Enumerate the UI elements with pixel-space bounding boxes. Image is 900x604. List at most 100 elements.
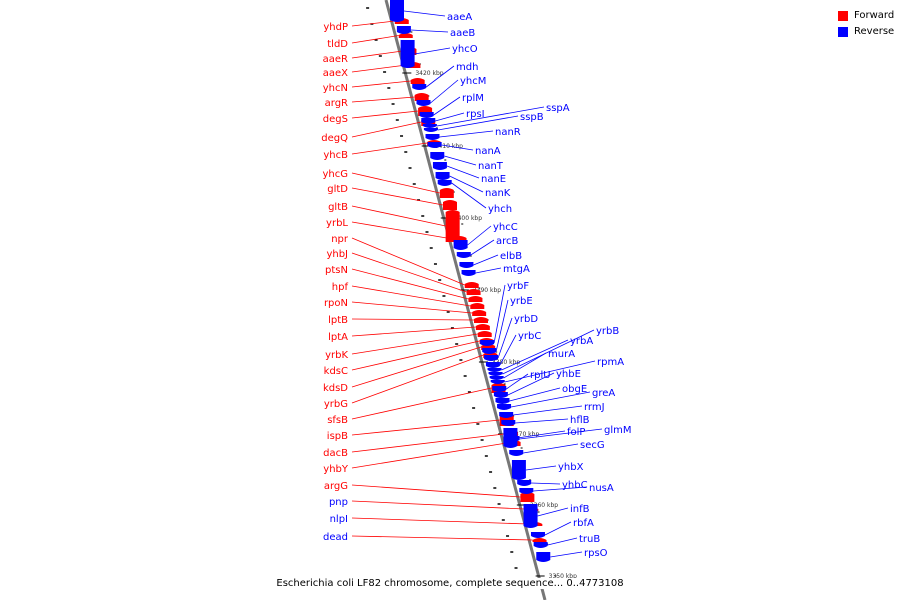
forward-gene-feature: [464, 282, 479, 288]
reverse-gene-label: yrbE: [510, 296, 533, 307]
reverse-gene-label: rpmA: [597, 357, 624, 368]
reverse-gene-feature: [530, 532, 545, 538]
reverse-gene-feature: [422, 124, 437, 128]
legend: Forward Reverse: [838, 8, 898, 40]
reverse-gene-connector: [547, 537, 578, 546]
forward-gene-connector: [351, 500, 525, 510]
forward-gene-connector: [351, 442, 507, 469]
forward-gene-connector: [351, 301, 473, 314]
forward-gene-connector: [351, 326, 476, 337]
reverse-gene-connector: [504, 360, 596, 383]
forward-gene-connector: [351, 433, 504, 453]
forward-gene-label: dead: [323, 532, 348, 543]
reverse-gene-feature: [489, 376, 504, 380]
reverse-gene-connector: [550, 551, 583, 558]
reverse-gene-connector: [507, 372, 555, 396]
forward-gene-label: yhbJ: [326, 249, 348, 260]
reverse-gene-label: yhcM: [460, 76, 486, 87]
reverse-gene-connector: [537, 507, 569, 517]
forward-gene-feature: [477, 331, 492, 337]
kbp-tick-label: 3380 kbp: [492, 359, 520, 366]
forward-gene-feature: [443, 200, 457, 210]
kbp-tick-label: 3360 kbp: [530, 502, 558, 509]
forward-gene-feature: [532, 538, 547, 542]
reverse-gene-label: yrbC: [518, 331, 541, 342]
forward-gene-connector: [351, 517, 529, 525]
forward-gene-feature: [475, 324, 490, 330]
reverse-gene-connector: [533, 486, 588, 492]
forward-gene-connector: [351, 252, 467, 293]
forward-gene-label: dacB: [323, 448, 348, 459]
reverse-gene-feature: [425, 134, 440, 140]
reverse-gene-label: secG: [580, 440, 605, 451]
reverse-gene-feature: [488, 372, 503, 376]
forward-gene-label: ispB: [327, 431, 348, 442]
reverse-gene-connector: [441, 144, 474, 151]
reverse-gene-label: yhch: [488, 204, 512, 215]
reverse-gene-label: yhbX: [558, 462, 584, 473]
reverse-gene-feature: [435, 172, 450, 180]
reverse-gene-feature: [490, 380, 505, 384]
forward-gene-connector: [351, 64, 407, 73]
reverse-gene-feature: [499, 412, 514, 418]
reverse-gene-feature: [485, 362, 500, 368]
reverse-gene-label: obgE: [562, 384, 587, 395]
forward-gene-connector: [351, 221, 453, 240]
reverse-gene-feature: [432, 162, 447, 170]
reverse-gene-feature: [484, 355, 499, 361]
reverse-gene-feature: [511, 460, 526, 480]
kbp-tick-label: 3350 kbp: [549, 573, 577, 580]
forward-gene-label: lptB: [328, 315, 348, 326]
reverse-gene-feature: [533, 542, 548, 548]
reverse-gene-connector: [436, 106, 545, 127]
reverse-gene-label: yhcO: [452, 44, 478, 55]
forward-gene-label: degQ: [321, 133, 348, 144]
reverse-gene-feature: [400, 40, 415, 68]
reverse-gene-connector: [437, 115, 519, 131]
reverse-gene-feature: [487, 368, 502, 372]
reverse-gene-feature: [396, 26, 411, 34]
reverse-gene-connector: [467, 225, 492, 246]
reverse-gene-label: yrbD: [514, 314, 538, 325]
forward-gene-feature: [466, 289, 481, 295]
reverse-gene-connector: [501, 339, 569, 371]
reverse-gene-feature: [416, 100, 431, 106]
reverse-gene-label: yhcC: [493, 222, 518, 233]
kbp-tick-label: 3390 kbp: [473, 287, 501, 294]
reverse-gene-label: glmM: [604, 425, 632, 436]
forward-gene-label: yhcG: [322, 169, 348, 180]
reverse-gene-label: infB: [570, 504, 590, 515]
reverse-gene-label: mdh: [456, 62, 478, 73]
forward-gene-label: lptA: [328, 332, 348, 343]
forward-gene-connector: [351, 121, 422, 138]
reverse-gene-feature: [495, 398, 510, 404]
reverse-gene-feature: [459, 262, 474, 268]
reverse-gene-label: sspA: [546, 103, 570, 114]
forward-gene-feature: [445, 210, 460, 242]
forward-gene-label: yhcB: [323, 150, 348, 161]
reverse-gene-feature: [412, 84, 427, 90]
reverse-gene-label: hflB: [570, 415, 590, 426]
reverse-gene-connector: [426, 65, 455, 88]
reverse-gene-feature: [456, 252, 471, 258]
reverse-gene-label: nanT: [478, 161, 504, 172]
reverse-gene-label: yhbC: [562, 480, 588, 491]
forward-gene-label: gltB: [328, 202, 348, 213]
forward-gene-label: nlpI: [330, 514, 348, 525]
reverse-gene-connector: [531, 482, 561, 485]
forward-gene-label: argG: [324, 481, 348, 492]
forward-gene-label: pnp: [329, 497, 348, 508]
reverse-gene-connector: [446, 165, 480, 179]
reverse-gene-label: rplM: [462, 93, 484, 104]
reverse-gene-feature: [492, 386, 507, 392]
forward-gene-label: argR: [325, 98, 348, 109]
reverse-gene-connector: [517, 430, 566, 439]
reverse-gene-feature: [423, 128, 438, 132]
reverse-gene-feature: [482, 348, 497, 354]
forward-gene-label: tldD: [327, 39, 348, 50]
reverse-gene-connector: [503, 352, 547, 379]
kbp-tick-label: 3400 kbp: [454, 215, 482, 222]
forward-gene-feature: [439, 188, 454, 198]
